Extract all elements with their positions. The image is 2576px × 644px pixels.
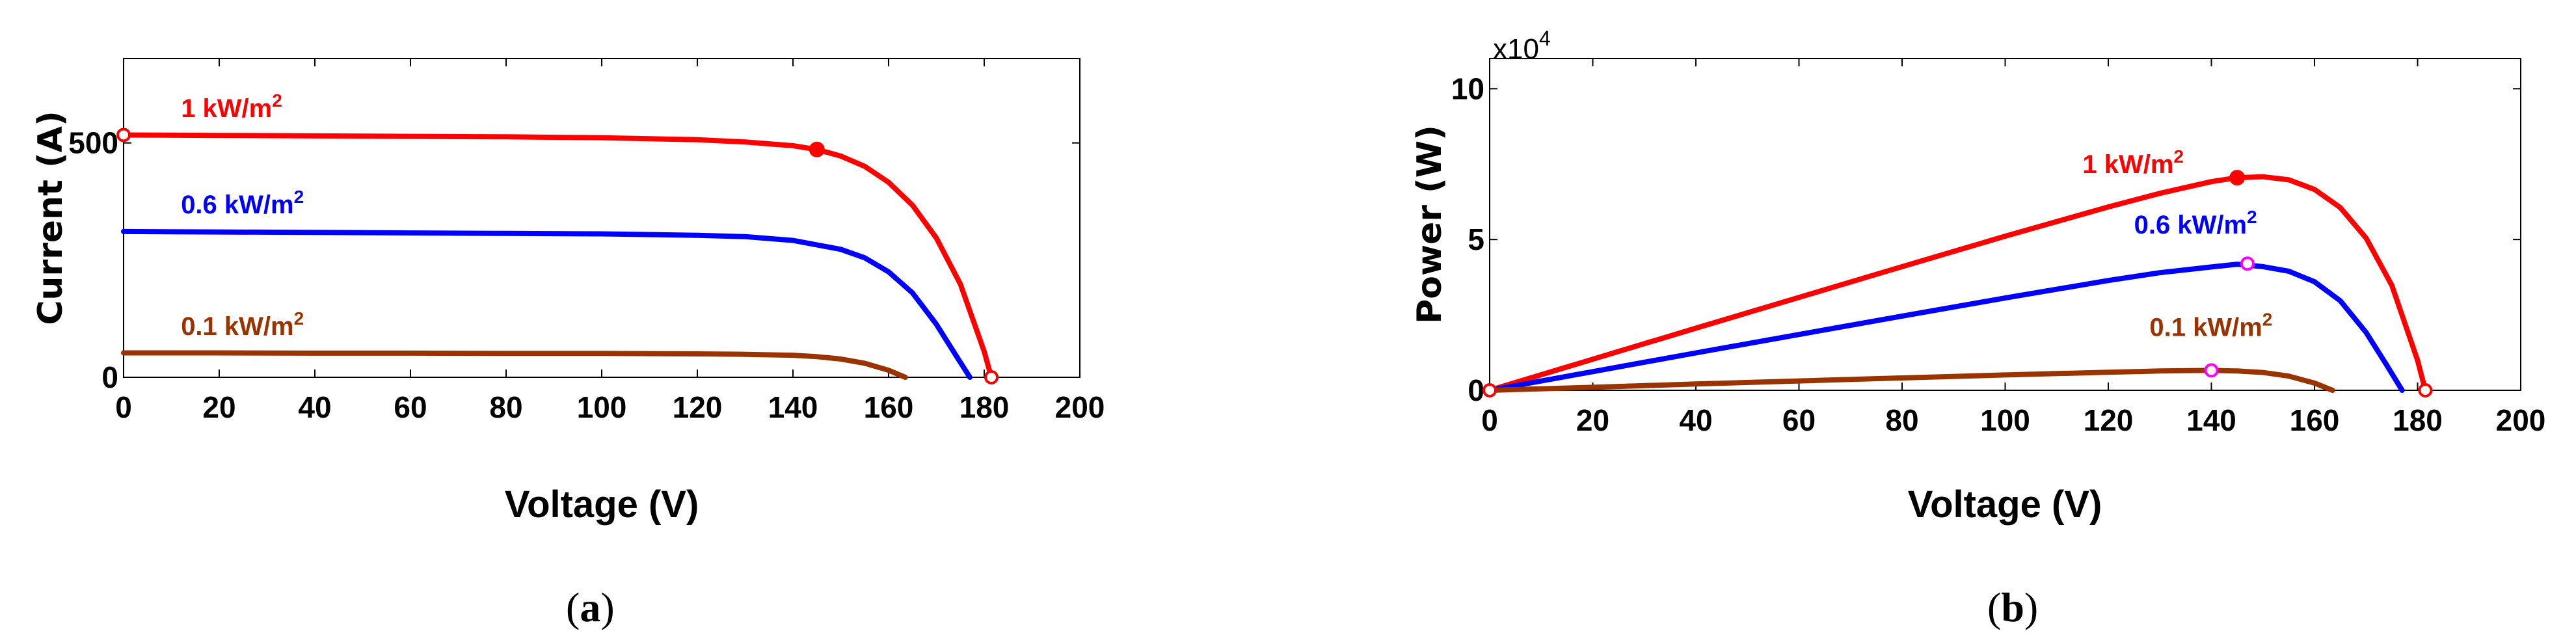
annotation-text: 0.1 kW/m: [181, 312, 293, 341]
x-tick-label: 200: [1055, 390, 1105, 424]
series-line: [121, 350, 908, 380]
x-tick-label: 120: [2084, 403, 2134, 437]
data-point-marker: [2229, 170, 2246, 186]
x-tick-label: 140: [768, 390, 818, 424]
x-tick-label: 40: [298, 390, 331, 424]
x-tick-label: 180: [2393, 403, 2443, 437]
x-tick-label: 200: [2496, 403, 2546, 437]
annotation-superscript: 2: [272, 90, 282, 111]
x-tick-label: 0: [1481, 403, 1498, 437]
caption-close-paren: ): [2024, 584, 2038, 630]
y-tick-label: 10: [1451, 72, 1484, 105]
caption-letter: b: [2001, 584, 2024, 630]
x-tick-label: 160: [2290, 403, 2340, 437]
y-axis-label: Current (A): [31, 111, 70, 325]
x-axis-label: Voltage (V): [505, 483, 699, 526]
y-multiplier-base: x10: [1493, 33, 1539, 65]
annotation-superscript: 2: [294, 187, 304, 207]
annotation-superscript: 2: [294, 308, 304, 329]
y-tick-label: 0: [1468, 373, 1484, 407]
series-annotation: 0.6 kW/m2: [2134, 207, 2257, 239]
series-annotation: 0.1 kW/m2: [2149, 310, 2272, 342]
series-annotation: 1 kW/m2: [2082, 146, 2184, 179]
figure-caption: (a): [566, 584, 615, 630]
series-line: [1487, 368, 2335, 393]
series-line: [1487, 262, 2405, 393]
annotation-superscript: 2: [2247, 207, 2257, 227]
x-tick-label: 20: [1576, 403, 1609, 437]
annotation-text: 0.6 kW/m: [181, 191, 293, 219]
y-tick-label: 5: [1468, 222, 1484, 256]
x-tick-label: 0: [115, 390, 132, 424]
data-point-marker: [2204, 363, 2219, 378]
annotation-text: 0.1 kW/m: [2149, 314, 2262, 342]
data-point-marker: [809, 141, 825, 157]
chart-a: 0 20 40 60 80 100 120 140 160 180 200 0 500 Voltage (…: [31, 58, 1105, 630]
annotation-superscript: 2: [2173, 146, 2184, 167]
y-multiplier-exponent: 4: [1539, 27, 1551, 50]
x-tick-label: 100: [577, 390, 627, 424]
caption-close-paren: ): [600, 584, 614, 630]
x-tick-label: 120: [673, 390, 723, 424]
x-tick-label: 40: [1679, 403, 1712, 437]
data-point-marker: [116, 127, 131, 142]
series-annotation: 0.6 kW/m2: [181, 187, 304, 219]
annotation-text: 1 kW/m: [2082, 150, 2173, 179]
x-tick-label: 80: [489, 390, 522, 424]
y-axis-label: Power (W): [1410, 125, 1449, 324]
chart-b: 0 20 40 60 80 100 120 140 160 180 200 0 5 10 Voltage (…: [1410, 27, 2545, 630]
series-annotation: 1 kW/m2: [181, 90, 282, 123]
y-multiplier: x104: [1493, 27, 1551, 65]
x-tick-label: 60: [394, 390, 427, 424]
y-tick-label: 500: [68, 126, 118, 160]
series-annotation: 0.1 kW/m2: [181, 308, 304, 341]
x-tick-label: 100: [1980, 403, 2030, 437]
y-tick-label: 0: [101, 360, 118, 394]
x-tick-label: 140: [2186, 403, 2236, 437]
x-tick-label: 160: [864, 390, 914, 424]
x-tick-label: 20: [202, 390, 235, 424]
annotation-text: 1 kW/m: [181, 94, 272, 123]
annotation-text: 0.6 kW/m: [2134, 211, 2247, 239]
caption-letter: a: [580, 584, 600, 630]
plot-frame: [1489, 58, 2521, 391]
figure-caption: (b): [1987, 584, 2038, 630]
x-tick-label: 180: [959, 390, 1010, 424]
x-tick-label: 60: [1782, 403, 1816, 437]
data-point-marker: [1483, 383, 1497, 397]
caption-open-paren: (: [566, 584, 580, 630]
data-point-marker: [2418, 383, 2433, 397]
x-tick-label: 80: [1885, 403, 1918, 437]
annotation-superscript: 2: [2262, 310, 2273, 330]
series-line: [121, 132, 994, 380]
caption-open-paren: (: [1987, 584, 2001, 630]
data-point-marker: [984, 370, 999, 384]
x-axis-label: Voltage (V): [1908, 483, 2102, 526]
data-point-marker: [2240, 256, 2255, 271]
series-line: [1487, 174, 2428, 393]
series-line: [121, 228, 973, 380]
